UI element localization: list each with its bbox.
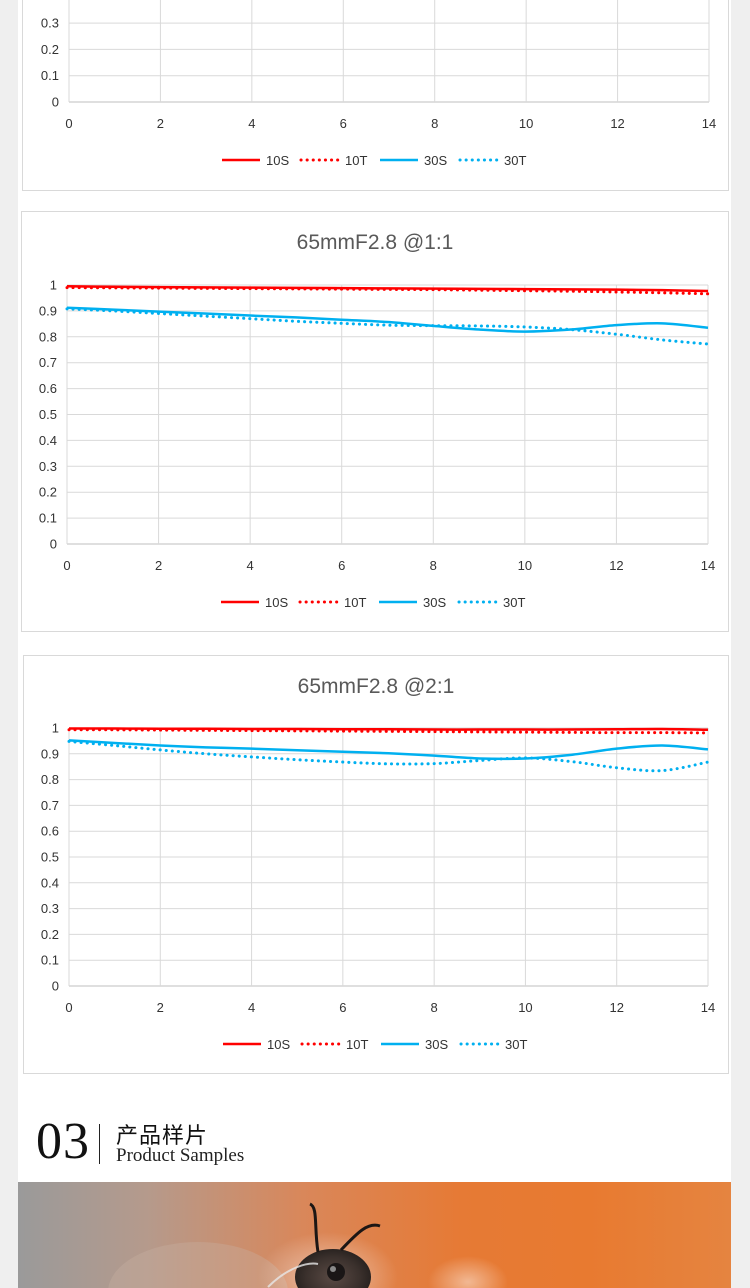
y-tick-label: 0.8 xyxy=(41,772,59,787)
y-tick-label: 1 xyxy=(52,721,59,736)
legend-label-10t: 10T xyxy=(344,595,366,610)
legend-label-30s: 30S xyxy=(424,153,447,168)
x-tick-label: 0 xyxy=(65,1000,72,1015)
x-tick-label: 4 xyxy=(248,1000,255,1015)
legend-label-10s: 10S xyxy=(266,153,289,168)
y-tick-label: 0.2 xyxy=(41,42,59,57)
x-tick-label: 6 xyxy=(340,116,347,131)
y-tick-label: 0.6 xyxy=(41,824,59,839)
series-line-30t xyxy=(67,739,710,773)
x-tick-label: 12 xyxy=(609,558,623,573)
y-tick-label: 0.2 xyxy=(41,927,59,942)
legend-label-30t: 30T xyxy=(504,153,526,168)
x-tick-label: 6 xyxy=(339,1000,346,1015)
legend-label-10s: 10S xyxy=(265,595,288,610)
x-tick-label: 14 xyxy=(701,1000,715,1015)
x-tick-label: 10 xyxy=(519,116,533,131)
legend-label-10t: 10T xyxy=(346,1037,368,1052)
x-tick-label: 14 xyxy=(702,116,716,131)
section-number: 03 xyxy=(36,1113,90,1170)
y-tick-label: 0.3 xyxy=(41,901,59,916)
legend-label-30s: 30S xyxy=(423,595,446,610)
chart-svg: 65mmF2.8 @1:1 0 0.1 0.2 0.3 0.4 0.5 0.6 0.7 0.8 0.… xyxy=(39,231,715,610)
x-tick-label: 10 xyxy=(518,558,532,573)
y-tick-label: 0 xyxy=(50,537,57,552)
chart-title: 65mmF2.8 @1:1 xyxy=(297,231,454,254)
insect-macro-image xyxy=(108,1202,508,1288)
series-line-30s xyxy=(66,306,709,333)
right-margin xyxy=(731,0,750,1288)
chart-svg: 0 0.1 0.2 0.3 0 2 4 6 8 10 12 14 10S 10T 30S 30T xyxy=(41,0,716,168)
x-tick-label: 10 xyxy=(518,1000,532,1015)
y-tick-label: 0.3 xyxy=(39,459,57,474)
y-tick-label: 0.9 xyxy=(39,303,57,318)
x-tick-label: 2 xyxy=(157,1000,164,1015)
series-line-30s xyxy=(68,739,709,761)
mtf-chart-2-1: 65mmF2.8 @2:1 0 0.1 0.2 0.3 0.4 0.5 0.6 0.7 0.8 0.… xyxy=(23,655,729,1074)
y-tick-label: 0.4 xyxy=(41,875,59,890)
series-line-10t xyxy=(67,728,710,735)
x-tick-label: 0 xyxy=(65,116,72,131)
series-line-10t xyxy=(65,286,710,296)
y-tick-label: 0.1 xyxy=(39,511,57,526)
y-tick-label: 0.3 xyxy=(41,16,59,31)
section-divider xyxy=(99,1124,100,1164)
series-line-10s xyxy=(68,727,709,732)
y-tick-label: 0.9 xyxy=(41,746,59,761)
section-header: 03 产品样片 Product Samples xyxy=(36,1112,436,1172)
y-tick-label: 0.1 xyxy=(41,68,59,83)
chart-svg: 65mmF2.8 @2:1 0 0.1 0.2 0.3 0.4 0.5 0.6 0.7 0.8 0.… xyxy=(41,675,715,1052)
series-line-30t xyxy=(65,307,710,346)
content-strip xyxy=(18,0,731,1288)
series-line-10s xyxy=(66,285,709,293)
x-tick-label: 8 xyxy=(431,116,438,131)
x-tick-label: 4 xyxy=(248,116,255,131)
x-tick-label: 6 xyxy=(338,558,345,573)
y-tick-label: 0 xyxy=(52,979,59,994)
x-tick-label: 2 xyxy=(155,558,162,573)
x-tick-label: 12 xyxy=(609,1000,623,1015)
section-title-en: Product Samples xyxy=(116,1145,245,1166)
legend-label-30t: 30T xyxy=(505,1037,527,1052)
y-tick-label: 1 xyxy=(50,278,57,293)
y-tick-label: 0 xyxy=(52,95,59,110)
y-tick-label: 0.5 xyxy=(39,407,57,422)
legend-label-30s: 30S xyxy=(425,1037,448,1052)
legend-label-10t: 10T xyxy=(345,153,367,168)
sample-photo xyxy=(18,1182,731,1288)
y-tick-label: 0.5 xyxy=(41,850,59,865)
y-tick-label: 0.7 xyxy=(39,355,57,370)
mtf-chart-1-1: 65mmF2.8 @1:1 0 0.1 0.2 0.3 0.4 0.5 0.6 0.7 0.8 0.… xyxy=(21,211,729,632)
x-tick-label: 14 xyxy=(701,558,715,573)
y-tick-label: 0.1 xyxy=(41,953,59,968)
mtf-chart-partial: 0 0.1 0.2 0.3 0 2 4 6 8 10 12 14 10S 10T 30S 30T xyxy=(22,0,729,191)
y-tick-label: 0.4 xyxy=(39,433,57,448)
x-tick-label: 8 xyxy=(431,1000,438,1015)
x-tick-label: 2 xyxy=(157,116,164,131)
left-margin xyxy=(0,0,18,1288)
legend-label-10s: 10S xyxy=(267,1037,290,1052)
x-tick-label: 0 xyxy=(63,558,70,573)
y-tick-label: 0.2 xyxy=(39,485,57,500)
x-tick-label: 12 xyxy=(610,116,624,131)
x-tick-label: 8 xyxy=(430,558,437,573)
y-tick-label: 0.8 xyxy=(39,329,57,344)
legend-label-30t: 30T xyxy=(503,595,525,610)
y-tick-label: 0.7 xyxy=(41,798,59,813)
x-tick-label: 4 xyxy=(247,558,254,573)
section-title-cn: 产品样片 xyxy=(116,1124,209,1149)
chart-title: 65mmF2.8 @2:1 xyxy=(298,675,455,698)
y-tick-label: 0.6 xyxy=(39,381,57,396)
